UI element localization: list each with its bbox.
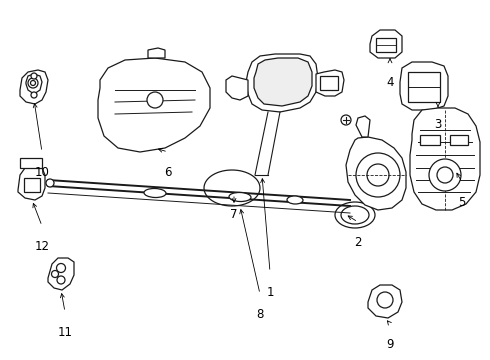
Circle shape xyxy=(56,264,66,273)
Polygon shape xyxy=(204,170,260,206)
Ellipse shape xyxy=(287,196,303,204)
Polygon shape xyxy=(370,30,402,58)
Text: 7: 7 xyxy=(230,208,238,221)
Polygon shape xyxy=(408,72,440,102)
Ellipse shape xyxy=(335,202,375,228)
Circle shape xyxy=(57,276,65,284)
Text: 11: 11 xyxy=(57,326,73,339)
Polygon shape xyxy=(20,70,48,104)
Polygon shape xyxy=(98,58,210,152)
Polygon shape xyxy=(246,54,318,112)
Text: 4: 4 xyxy=(386,76,394,89)
Text: 10: 10 xyxy=(35,166,49,179)
Polygon shape xyxy=(226,76,248,100)
Circle shape xyxy=(31,73,37,79)
Text: 6: 6 xyxy=(164,166,172,179)
Text: 3: 3 xyxy=(434,118,441,131)
Polygon shape xyxy=(48,258,74,290)
Circle shape xyxy=(341,115,351,125)
Polygon shape xyxy=(26,74,42,94)
Polygon shape xyxy=(410,108,480,210)
Circle shape xyxy=(367,164,389,186)
Circle shape xyxy=(46,179,54,187)
Polygon shape xyxy=(20,158,42,168)
Circle shape xyxy=(28,78,38,88)
Polygon shape xyxy=(24,178,40,192)
Circle shape xyxy=(147,92,163,108)
Polygon shape xyxy=(148,48,165,58)
Text: 12: 12 xyxy=(34,240,49,253)
Circle shape xyxy=(377,292,393,308)
Polygon shape xyxy=(356,116,370,137)
Text: 5: 5 xyxy=(458,196,466,209)
Circle shape xyxy=(51,270,58,278)
Polygon shape xyxy=(376,38,396,52)
Polygon shape xyxy=(420,135,440,145)
Polygon shape xyxy=(368,285,402,318)
Polygon shape xyxy=(18,166,45,200)
Circle shape xyxy=(31,92,37,98)
Polygon shape xyxy=(400,62,448,110)
Circle shape xyxy=(429,159,461,191)
Polygon shape xyxy=(320,76,338,90)
Text: 8: 8 xyxy=(256,308,264,321)
Ellipse shape xyxy=(144,189,166,198)
Text: 2: 2 xyxy=(354,236,362,249)
Text: 9: 9 xyxy=(386,338,394,351)
Circle shape xyxy=(356,153,400,197)
Circle shape xyxy=(30,81,35,85)
Circle shape xyxy=(437,167,453,183)
Polygon shape xyxy=(316,70,344,96)
Polygon shape xyxy=(450,135,468,145)
Polygon shape xyxy=(346,137,406,210)
Ellipse shape xyxy=(341,206,369,224)
Text: 1: 1 xyxy=(266,286,274,299)
Polygon shape xyxy=(254,58,312,106)
Ellipse shape xyxy=(229,193,251,202)
